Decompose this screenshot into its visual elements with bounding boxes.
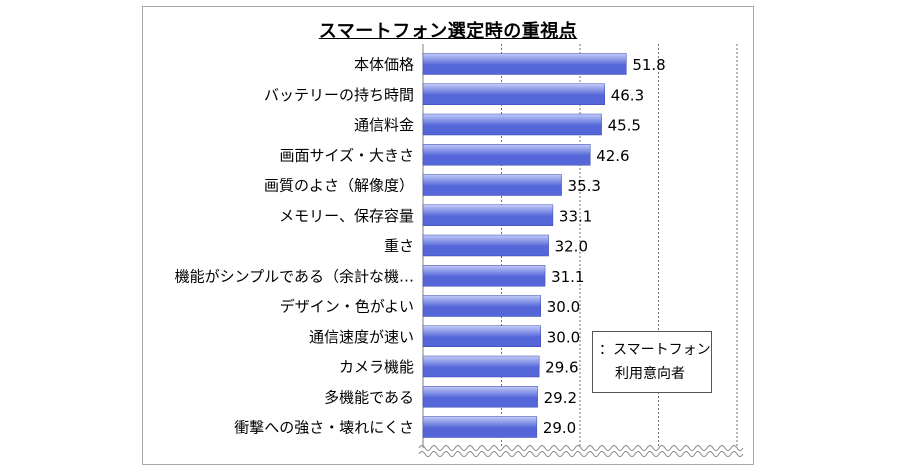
axis-break-line: [418, 451, 744, 457]
category-label: 画面サイズ・大きさ: [279, 146, 414, 164]
value-label: 42.6: [596, 147, 629, 165]
value-label: 30.0: [547, 298, 580, 316]
value-label: 33.1: [559, 207, 592, 225]
category-label: 多機能である: [324, 388, 414, 406]
bar: [422, 355, 540, 378]
bar: [422, 234, 549, 257]
value-label: 29.6: [545, 359, 578, 377]
value-label: 45.5: [608, 117, 641, 135]
bar: [422, 295, 541, 317]
bar: [422, 113, 602, 136]
value-label: 29.0: [543, 419, 576, 437]
category-label: 機能がシンプルである（余計な機…: [175, 267, 414, 285]
axis-break: [418, 445, 744, 457]
bar: [422, 265, 546, 287]
category-label: 重さ: [384, 237, 414, 255]
legend: ：スマートフォン 利用意向者: [592, 331, 712, 393]
category-label: 本体価格: [354, 56, 414, 74]
legend-label-line2: 利用意向者: [615, 366, 685, 382]
category-label: バッテリーの持ち時間: [264, 86, 414, 104]
value-label: 32.0: [555, 238, 588, 256]
category-label: カメラ機能: [339, 358, 414, 376]
category-label: 衝撃への強さ・壊れにくさ: [234, 419, 414, 437]
bars: [422, 53, 627, 438]
bar: [422, 416, 538, 438]
value-label: 31.1: [551, 268, 584, 286]
bar: [422, 174, 562, 196]
bar: [422, 53, 627, 75]
value-label: 35.3: [568, 177, 601, 195]
axis-break-line: [418, 445, 744, 451]
value-label: 29.2: [544, 389, 577, 407]
value-label: 46.3: [611, 86, 644, 104]
bar: [422, 83, 605, 105]
category-label: デザイン・色がよい: [280, 298, 414, 316]
bar: [422, 144, 591, 166]
bar: [422, 325, 541, 347]
category-label: メモリー、保存容量: [279, 207, 414, 225]
category-label: 通信料金: [354, 116, 414, 134]
value-label: 51.8: [632, 56, 665, 74]
legend-label-line1: ：スマートフォン: [599, 342, 711, 358]
value-labels: 51.8 46.3 45.5 42.6 35.3 33.1 32.0 31.1 30.0 30.0…: [543, 56, 666, 437]
category-label: 画質のよさ（解像度）: [264, 177, 414, 195]
value-label: 30.0: [547, 328, 580, 346]
category-label: 通信速度が速い: [309, 328, 414, 346]
bar: [422, 204, 554, 226]
chart-title: スマートフォン選定時の重視点: [318, 21, 578, 42]
bar: [422, 386, 538, 408]
